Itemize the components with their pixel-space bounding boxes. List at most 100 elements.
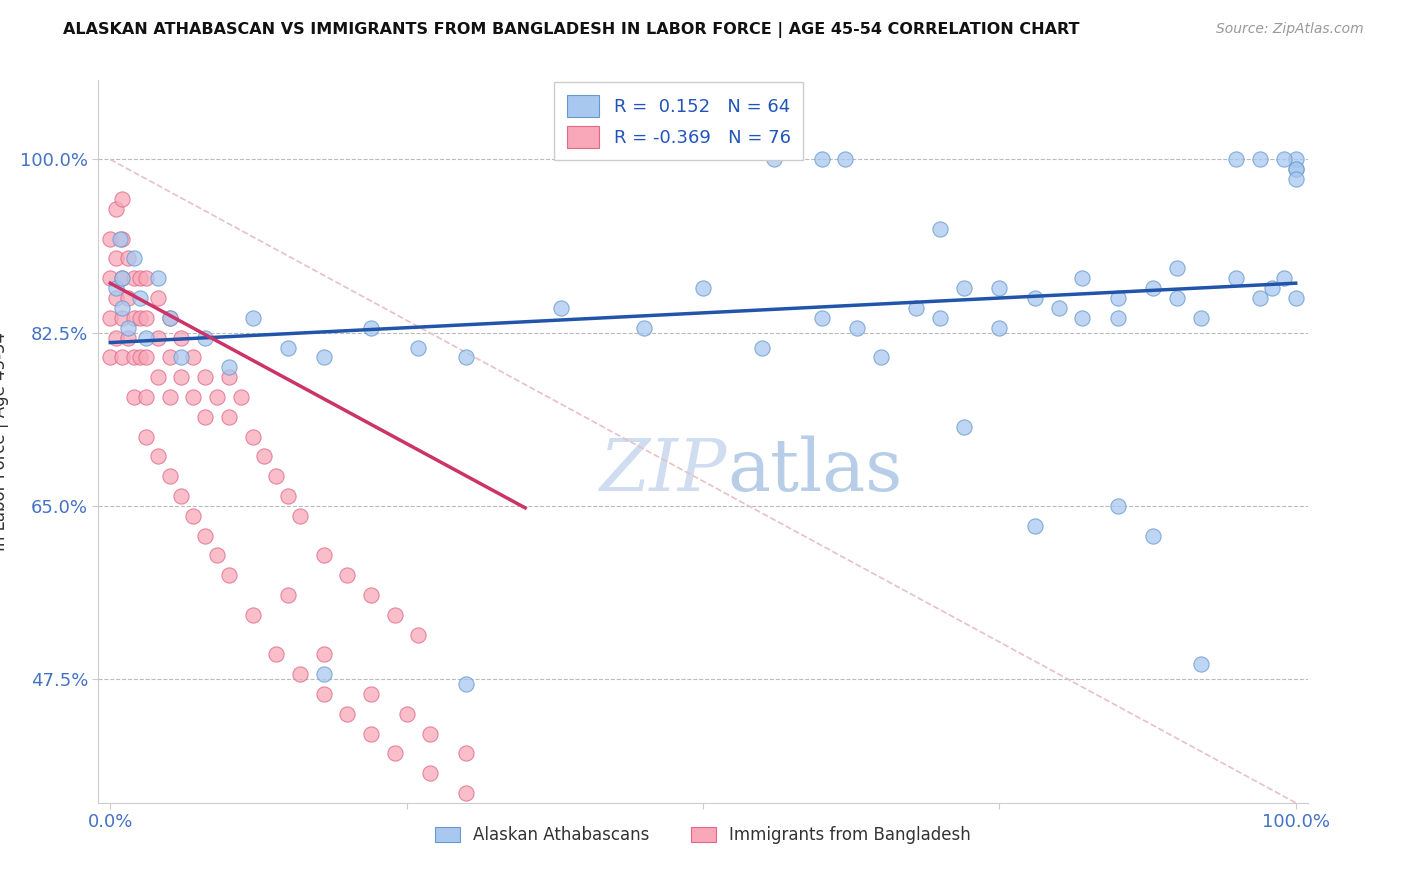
Point [98, 232, 121, 246]
Point [1225, 271, 1247, 285]
Point [1272, 153, 1295, 167]
Point [181, 351, 204, 365]
Point [98, 351, 121, 365]
Point [952, 281, 974, 295]
Point [194, 528, 217, 542]
Point [159, 351, 181, 365]
Point [633, 320, 655, 334]
Point [312, 351, 335, 365]
Point [194, 330, 217, 344]
Point [117, 252, 139, 266]
Point [111, 271, 134, 285]
Point [1285, 153, 1308, 167]
Point [1107, 291, 1129, 305]
Point [1249, 291, 1271, 305]
Point [218, 360, 240, 375]
Point [1107, 499, 1129, 513]
Point [277, 588, 299, 602]
Point [218, 370, 240, 384]
Point [312, 687, 335, 701]
Point [360, 588, 382, 602]
Point [170, 489, 193, 503]
Point [129, 310, 152, 325]
Point [395, 706, 418, 721]
Point [135, 351, 157, 365]
Point [846, 320, 869, 334]
Point [1047, 301, 1070, 315]
Point [988, 281, 1011, 295]
Point [146, 330, 169, 344]
Point [135, 330, 157, 344]
Point [1225, 153, 1247, 167]
Point [1285, 291, 1308, 305]
Point [135, 390, 157, 404]
Point [105, 291, 128, 305]
Point [929, 221, 952, 235]
Point [1107, 310, 1129, 325]
Point [1024, 291, 1046, 305]
Point [952, 419, 974, 434]
Point [810, 310, 832, 325]
Point [1285, 172, 1308, 186]
Point [111, 271, 134, 285]
Text: atlas: atlas [727, 435, 903, 506]
Point [1189, 657, 1212, 672]
Point [135, 310, 157, 325]
Point [419, 726, 441, 740]
Text: ALASKAN ATHABASCAN VS IMMIGRANTS FROM BANGLADESH IN LABOR FORCE | AGE 45-54 CORR: ALASKAN ATHABASCAN VS IMMIGRANTS FROM BA… [63, 22, 1080, 38]
Point [1142, 281, 1164, 295]
Point [111, 301, 134, 315]
Legend: Alaskan Athabascans, Immigrants from Bangladesh: Alaskan Athabascans, Immigrants from Ban… [426, 818, 980, 852]
Point [1249, 153, 1271, 167]
Point [205, 549, 228, 563]
Point [105, 281, 128, 295]
Point [111, 351, 134, 365]
Point [146, 291, 169, 305]
Point [135, 271, 157, 285]
Point [1024, 518, 1046, 533]
Point [129, 271, 152, 285]
Point [312, 549, 335, 563]
Point [1071, 271, 1094, 285]
Point [869, 351, 891, 365]
Point [105, 202, 128, 216]
Point [834, 153, 856, 167]
Point [454, 786, 477, 800]
Point [122, 271, 145, 285]
Point [129, 351, 152, 365]
Point [408, 627, 430, 641]
Y-axis label: In Labor Force | Age 45-54: In Labor Force | Age 45-54 [0, 332, 8, 551]
Point [253, 450, 276, 464]
Point [135, 429, 157, 443]
Point [122, 310, 145, 325]
Point [205, 390, 228, 404]
Point [454, 351, 477, 365]
Point [277, 341, 299, 355]
Point [111, 310, 134, 325]
Point [242, 607, 264, 622]
Point [1166, 291, 1188, 305]
Point [277, 489, 299, 503]
Point [763, 153, 786, 167]
Point [242, 429, 264, 443]
Point [929, 310, 952, 325]
Point [146, 370, 169, 384]
Point [117, 320, 139, 334]
Point [384, 747, 406, 761]
Point [360, 320, 382, 334]
Point [751, 341, 773, 355]
Point [1261, 281, 1284, 295]
Point [360, 687, 382, 701]
Point [117, 330, 139, 344]
Point [810, 153, 832, 167]
Point [105, 252, 128, 266]
Text: ZIP: ZIP [600, 435, 727, 506]
Point [159, 390, 181, 404]
Point [218, 409, 240, 424]
Point [159, 469, 181, 483]
Point [122, 351, 145, 365]
Point [129, 291, 152, 305]
Point [122, 252, 145, 266]
Point [159, 310, 181, 325]
Point [181, 390, 204, 404]
